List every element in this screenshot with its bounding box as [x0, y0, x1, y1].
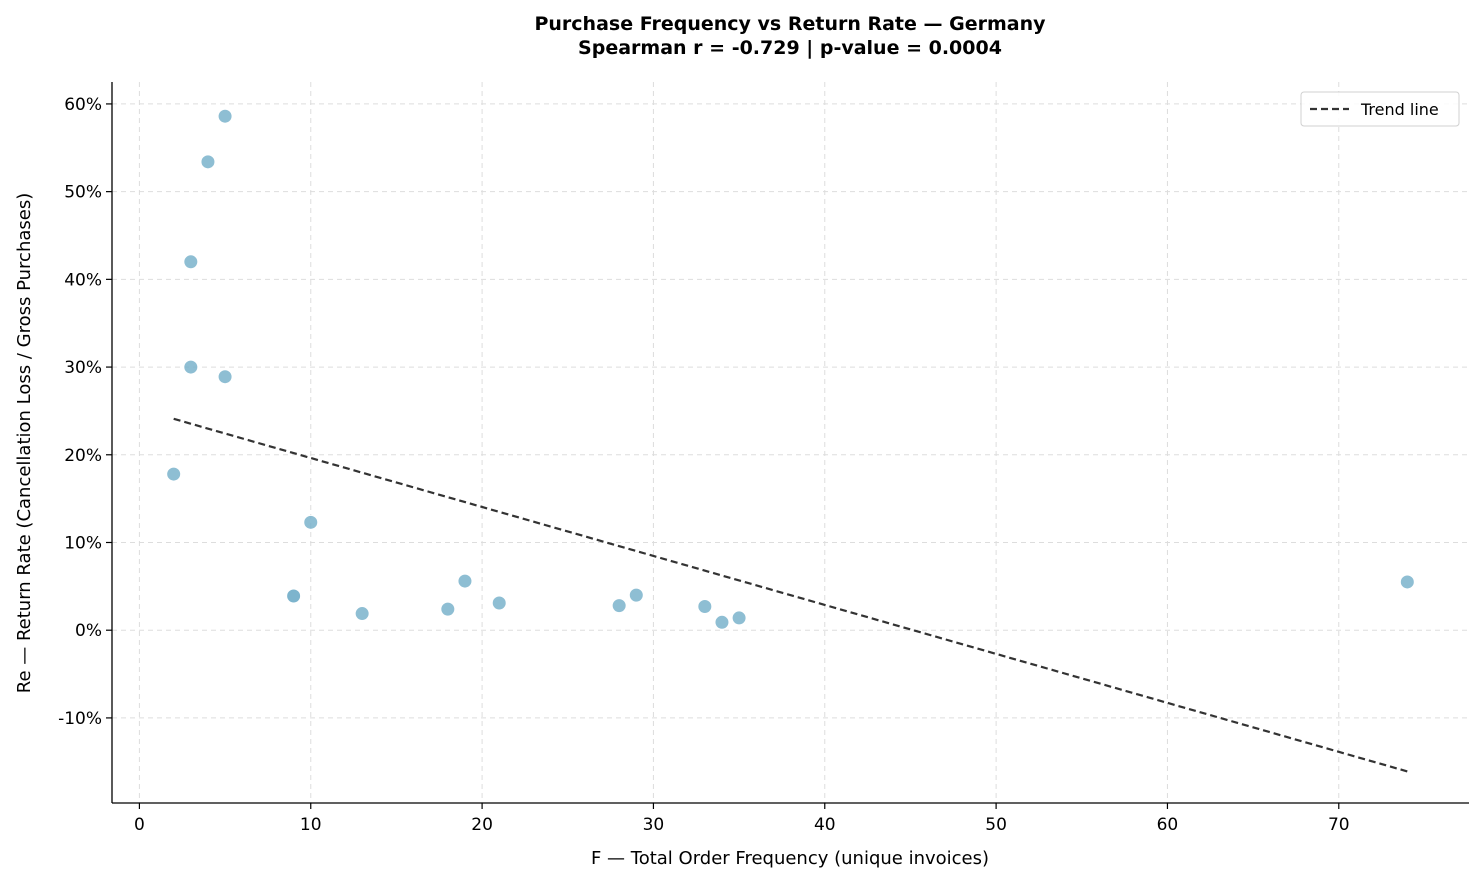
y-tick-label: 10%: [64, 533, 102, 553]
x-tick-label: 0: [134, 815, 145, 835]
chart-title: Purchase Frequency vs Return Rate — Germ…: [534, 13, 1046, 35]
x-tick-label: 50: [985, 815, 1007, 835]
data-point: [303, 514, 319, 530]
data-point: [286, 588, 302, 604]
data-point: [611, 598, 627, 614]
grid-lines: [112, 82, 1469, 803]
x-tick-label: 60: [1157, 815, 1179, 835]
y-tick-label: 30%: [64, 358, 102, 378]
data-points: [166, 108, 1415, 630]
y-tick-label: 40%: [64, 270, 102, 290]
legend: Trend line: [1300, 91, 1460, 127]
y-tick-label: 50%: [64, 183, 102, 203]
data-point: [183, 359, 199, 375]
chart-subtitle: Spearman r = -0.729 | p-value = 0.0004: [578, 37, 1002, 59]
data-point: [457, 573, 473, 589]
data-point: [714, 614, 730, 630]
legend-trend-label: Trend line: [1360, 100, 1439, 119]
y-tick-label: -10%: [58, 709, 102, 729]
y-axis-label: Re — Return Rate (Cancellation Loss / Gr…: [14, 193, 35, 693]
data-point: [166, 466, 182, 482]
y-ticks: -10% 0% 10% 20% 30% 40% 50% 60%: [58, 95, 112, 729]
data-point: [731, 610, 747, 626]
data-point: [183, 254, 199, 270]
trend-line-group: [173, 417, 1408, 773]
data-point: [200, 154, 216, 170]
data-point: [697, 599, 713, 615]
x-axis-label: F — Total Order Frequency (unique invoic…: [591, 848, 989, 869]
data-point: [491, 595, 507, 611]
x-tick-label: 20: [471, 815, 493, 835]
y-tick-label: 0%: [75, 621, 102, 641]
x-ticks: 0 10 20 30 40 50 60 70: [134, 803, 1350, 835]
data-point: [1399, 574, 1415, 590]
x-tick-label: 10: [300, 815, 322, 835]
x-tick-label: 30: [643, 815, 665, 835]
y-tick-label: 20%: [64, 446, 102, 466]
data-point: [217, 369, 233, 385]
y-tick-label: 60%: [64, 95, 102, 115]
x-tick-label: 70: [1328, 815, 1350, 835]
legend-box: [1300, 91, 1460, 127]
data-point: [440, 601, 456, 617]
data-point: [628, 587, 644, 603]
data-point: [354, 606, 370, 622]
x-tick-label: 40: [814, 815, 836, 835]
trend-line: [173, 417, 1408, 773]
data-point: [217, 108, 233, 124]
